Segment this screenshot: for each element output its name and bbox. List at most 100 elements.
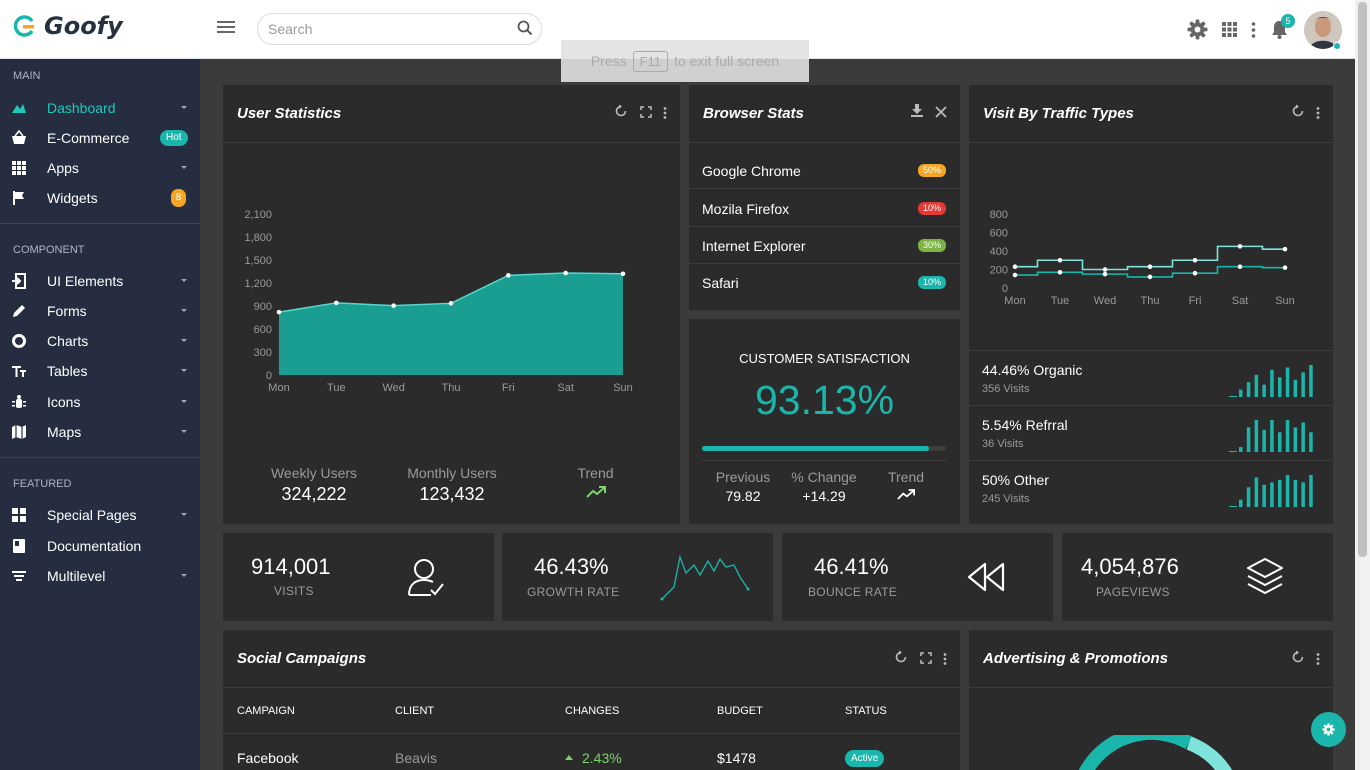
list-item[interactable]: Mozila Firefox 10% (689, 190, 960, 227)
sidebar-item-label: Documentation (47, 538, 142, 554)
traffic-bar-sparkline (1229, 365, 1313, 397)
stat-card-pageviews: 4,054,876 PAGEVIEWS (1062, 533, 1333, 621)
sparkline-bar (1301, 422, 1305, 452)
sidebar-item-widgets[interactable]: Widgets 8 (0, 183, 200, 213)
sidebar-item-forms[interactable]: Forms (0, 296, 200, 326)
y-tick-label: 600 (990, 228, 1008, 240)
list-item[interactable]: Safari 10% (689, 264, 960, 301)
stat-value: 46.41% (814, 554, 889, 579)
sparkline-bar (1293, 427, 1298, 452)
sparkline-bar (1262, 429, 1266, 452)
sidebar: MAIN Dashboard E-Commerce Hot Apps Widge… (0, 59, 200, 770)
chevron-down-icon (181, 430, 187, 433)
scrollbar-thumb[interactable] (1358, 2, 1367, 557)
stat-card-growth-rate: 46.43% GROWTH RATE (502, 533, 773, 621)
more-vertical-icon[interactable] (663, 106, 667, 124)
download-icon[interactable] (911, 104, 923, 122)
expand-icon[interactable] (920, 651, 932, 669)
sidebar-item-apps[interactable]: Apps (0, 153, 200, 183)
satisfaction-title: CUSTOMER SATISFACTION (739, 351, 910, 366)
data-point (1192, 270, 1198, 276)
sidebar-item-maps[interactable]: Maps (0, 417, 200, 447)
sparkline-bar (1270, 369, 1274, 397)
list-item[interactable]: Internet Explorer 30% (689, 227, 960, 264)
traffic-visits: 356 Visits (982, 383, 1030, 395)
sidebar-item-tables[interactable]: Tables (0, 356, 200, 386)
brand-logo[interactable]: Goofy (12, 12, 123, 40)
data-point (1282, 265, 1288, 270)
fullscreen-toast: Press F11 to exit full screen (561, 40, 809, 82)
search-box (257, 13, 542, 45)
browser-stats-panel: Browser Stats Google Chrome 50% Mozila F… (689, 85, 960, 310)
list-item[interactable]: Google Chrome 50% (689, 152, 960, 189)
special-pages-icon (12, 508, 26, 522)
sparkline-bar (1278, 377, 1282, 397)
data-point (1012, 272, 1018, 278)
panel-divider (969, 350, 1333, 351)
weekly-users-block: Weekly Users 324,222 (269, 465, 359, 505)
refresh-icon[interactable] (1291, 104, 1305, 123)
x-tick-label: Mon (1004, 295, 1025, 307)
sidebar-item-icons[interactable]: Icons (0, 387, 200, 417)
sidebar-item-multilevel[interactable]: Multilevel (0, 561, 200, 591)
user-statistics-panel: User Statistics 0 300 600 900 1,200 1,500 1,80… (223, 85, 680, 524)
refresh-icon[interactable] (1291, 650, 1305, 669)
x-tick-label: Sun (613, 382, 633, 394)
sidebar-item-label: Maps (47, 424, 82, 440)
browser-percent-badge: 30% (917, 239, 946, 252)
settings-fab[interactable] (1311, 712, 1346, 747)
sparkline-bar (1309, 475, 1313, 507)
sparkline-bar (1239, 447, 1243, 452)
sparkline-bar (1246, 487, 1251, 507)
filter-icon (12, 571, 26, 581)
sparkline-bar (1262, 384, 1266, 397)
sidebar-item-label: Apps (47, 160, 79, 176)
previous-label: Previous (715, 469, 771, 485)
sparkline-bar (1270, 482, 1274, 507)
data-point (391, 303, 396, 308)
grid-icon[interactable] (1222, 22, 1237, 42)
data-point (1102, 267, 1108, 272)
user-check-icon (408, 559, 444, 596)
sidebar-item-documentation[interactable]: Documentation (0, 531, 200, 561)
close-icon[interactable] (935, 105, 947, 123)
traffic-line-chart: 0 200 400 600 800 Mon Tue Wed Thu Fri Sat Sun (990, 209, 1295, 307)
stat-value: 46.43% (534, 554, 609, 579)
search-icon[interactable] (517, 20, 533, 41)
expand-icon[interactable] (640, 105, 652, 123)
more-vertical-icon[interactable] (1316, 106, 1320, 124)
y-tick-label: 400 (990, 246, 1008, 258)
search-input[interactable] (268, 20, 508, 38)
more-vertical-icon[interactable] (1316, 652, 1320, 670)
sidebar-item-ecommerce[interactable]: E-Commerce Hot (0, 123, 200, 153)
refresh-icon[interactable] (894, 650, 908, 669)
x-tick-label: Fri (502, 382, 515, 394)
panel-divider (223, 687, 960, 688)
sidebar-item-dashboard[interactable]: Dashboard (0, 93, 200, 123)
more-vertical-icon[interactable] (1251, 22, 1256, 43)
y-tick-label: 1,800 (244, 232, 272, 244)
panel-title: Advertising & Promotions (983, 650, 1169, 667)
sidebar-item-label: Multilevel (47, 568, 106, 584)
traffic-label: 50% Other (982, 472, 1049, 488)
change-label: % Change (791, 469, 857, 485)
satisfaction-progress-track (702, 446, 946, 451)
sidebar-item-charts[interactable]: Charts (0, 326, 200, 356)
data-point (1147, 264, 1153, 270)
gear-icon[interactable] (1187, 19, 1208, 45)
panel-divider (702, 460, 947, 461)
sparkline-bar (1301, 372, 1305, 397)
sidebar-item-ui-elements[interactable]: UI Elements (0, 266, 200, 296)
chevron-down-icon (181, 279, 187, 282)
x-tick-label: Tue (327, 382, 346, 394)
bug-icon (12, 395, 26, 408)
sparkline-bar (1293, 379, 1298, 397)
refresh-icon[interactable] (614, 104, 628, 123)
more-vertical-icon[interactable] (943, 652, 947, 670)
monthly-users-block: Monthly Users 123,432 (403, 465, 501, 505)
previous-value: 79.82 (725, 488, 761, 504)
menu-icon[interactable] (217, 20, 235, 39)
sidebar-divider (0, 457, 200, 458)
sidebar-item-special-pages[interactable]: Special Pages (0, 500, 200, 530)
x-tick-label: Wed (382, 382, 404, 394)
